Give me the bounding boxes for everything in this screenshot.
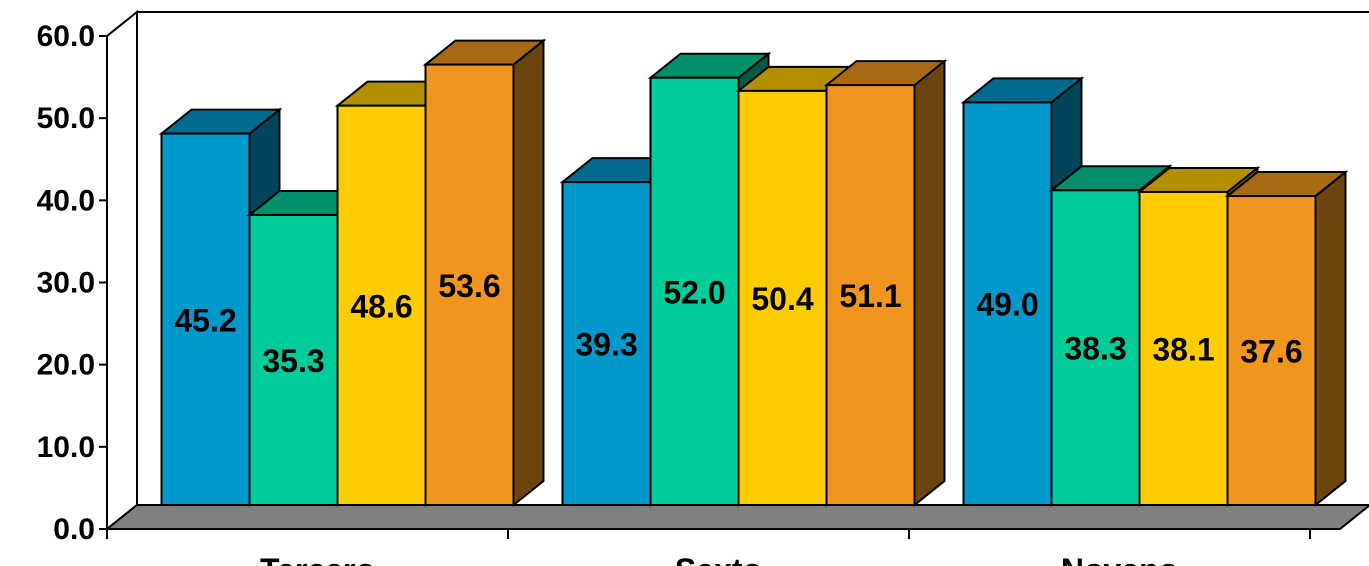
x-tick-label: Sexto [675, 552, 762, 566]
bar-front [737, 89, 828, 506]
side-wall [106, 9, 138, 532]
x-tick-label: Noveno [1061, 552, 1178, 566]
bar-front [1226, 195, 1317, 506]
bar [823, 59, 948, 508]
bar-front [825, 84, 916, 507]
y-tick-label: 20.0 [37, 349, 95, 382]
y-tick-label: 50.0 [37, 102, 95, 135]
chart-floor [104, 504, 1369, 530]
y-tick-label: 30.0 [37, 267, 95, 300]
bar-front [962, 101, 1053, 506]
bar-front [561, 181, 652, 507]
y-tick-label: 0.0 [53, 513, 95, 546]
data-label: 53.6 [438, 268, 500, 304]
bar-front [336, 104, 427, 506]
x-tick-label: Tercero [260, 552, 375, 566]
bar [422, 38, 547, 508]
data-labels: 45.2 35.3 48.6 53.6 39.3 52.0 50.4 51.1 49.0 38.3… [174, 268, 1302, 379]
bar [1224, 169, 1349, 508]
data-label: 51.1 [839, 278, 901, 314]
bar-side [512, 38, 545, 508]
y-tick-label: 60.0 [37, 20, 95, 53]
bar-front [649, 76, 740, 506]
y-tick-label: 40.0 [37, 184, 95, 217]
bar-front [1138, 190, 1229, 506]
bar-side [913, 59, 946, 508]
y-tick-label: 10.0 [37, 431, 95, 464]
chart-walls [104, 9, 1369, 532]
bar-group [158, 38, 1349, 508]
bar-front [1050, 189, 1141, 506]
data-label: 38.3 [1064, 331, 1126, 367]
bar-side [1314, 169, 1347, 508]
data-label: 49.0 [976, 287, 1038, 323]
chart-axes: 0.0 10.0 20.0 30.0 40.0 50.0 60.0 Tercero Sexto N… [37, 20, 1340, 566]
data-label: 50.4 [751, 281, 813, 317]
data-label: 35.3 [262, 343, 324, 379]
data-label: 52.0 [663, 274, 725, 310]
data-label: 37.6 [1240, 334, 1302, 370]
data-label: 45.2 [174, 302, 236, 338]
bar-front [160, 132, 251, 507]
bar-front [424, 63, 515, 506]
data-label: 38.1 [1152, 331, 1214, 367]
data-label: 48.6 [350, 288, 412, 324]
data-label: 39.3 [575, 327, 637, 363]
